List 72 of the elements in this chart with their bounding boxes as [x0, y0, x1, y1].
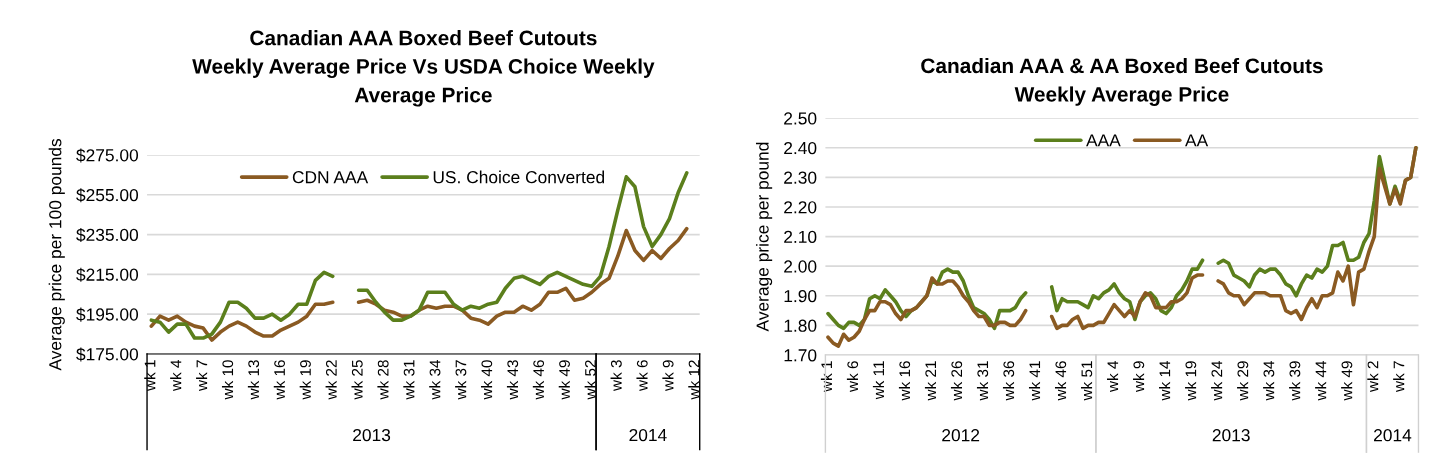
x-tick-label: wk 21 — [924, 361, 936, 401]
x-tick-label: wk 22 — [325, 360, 337, 400]
x-tick-label: wk 1 — [144, 360, 156, 391]
y-axis-title: Average price per 100 pounds — [48, 138, 65, 371]
x-tick-label: wk 10 — [221, 360, 234, 400]
x-tick-label: wk 25 — [351, 360, 363, 400]
x-tick-label: wk 7 — [196, 360, 208, 391]
text: 2014 — [1374, 429, 1412, 442]
legend-label: CDN AAA — [292, 171, 369, 184]
legend-label: AAA — [1086, 134, 1121, 147]
y-axis-title: Average price per pound — [755, 142, 773, 332]
x-tick-label: wk 49 — [1341, 361, 1353, 401]
x-tick-label: wk 19 — [1185, 361, 1197, 401]
x-tick-label: wk 34 — [429, 359, 441, 400]
x-tick-label: wk 2 — [1367, 361, 1379, 392]
y-tick-label: 2.30 — [784, 171, 817, 184]
x-tick-label: wk 41 — [1028, 361, 1041, 401]
x-tick-label: wk 40 — [481, 360, 493, 400]
x-tick-label: wk 14 — [1159, 360, 1171, 401]
x-tick-label: wk 28 — [377, 360, 389, 400]
x-tick-label: wk 37 — [455, 360, 467, 400]
x-tick-label: wk 29 — [1237, 361, 1249, 401]
x-tick-label: wk 4 — [1107, 360, 1119, 392]
x-tick-label: wk 43 — [506, 360, 519, 400]
legend-label: AA — [1185, 134, 1209, 147]
y-tick-label: 2.50 — [784, 112, 817, 125]
y-tick-label: 2.10 — [784, 230, 817, 244]
x-tick-label: wk 46 — [532, 360, 545, 400]
x-tick-label: wk 36 — [1002, 361, 1015, 401]
y-tick-label: $215.00 — [76, 267, 139, 282]
x-tick-label: wk 16 — [898, 361, 911, 401]
legend-label: US. Choice Converted — [433, 170, 605, 184]
y-tick-label: $195.00 — [76, 307, 139, 322]
chart-title: Canadian AAA & AA Boxed Beef Cutouts Weekly Average Price — [921, 57, 1323, 106]
x-tick-label: wk 26 — [950, 361, 963, 401]
x-tick-label: wk 6 — [846, 361, 859, 392]
x-tick-label: wk 31 — [403, 360, 415, 400]
x-tick-label: wk 7 — [1393, 361, 1405, 392]
y-tick-label: $235.00 — [76, 228, 139, 243]
x-tick-label: wk 24 — [1211, 360, 1223, 401]
chart-title: Canadian AAA Boxed Beef Cutouts Weekly Average Price Vs USDA Choice Weekly Average Price — [192, 30, 655, 107]
x-tick-label: wk 16 — [273, 360, 285, 400]
text: 2013 — [353, 428, 391, 442]
y-tick-label: 2.40 — [784, 141, 817, 155]
text: 2012 — [942, 429, 980, 442]
x-tick-label: wk 51 — [1081, 361, 1093, 401]
x-tick-label: wk 44 — [1315, 360, 1327, 401]
x-tick-label: wk 13 — [247, 360, 260, 400]
x-tick-label: wk 4 — [170, 359, 182, 391]
y-tick-label: 1.80 — [784, 319, 817, 332]
y-tick-label: $175.00 — [76, 347, 139, 362]
y-tick-label: 2.00 — [784, 260, 817, 273]
x-tick-label: wk 52 — [584, 360, 596, 400]
x-tick-label: wk 39 — [1289, 361, 1301, 401]
text: 2014 — [629, 428, 667, 442]
y-tick-label: 1.70 — [784, 349, 817, 362]
x-tick-label: wk 9 — [662, 360, 674, 391]
y-tick-label: $275.00 — [76, 148, 139, 163]
y-tick-label: 2.20 — [784, 201, 817, 214]
x-tick-label: wk 6 — [636, 360, 648, 391]
y-tick-label: $255.00 — [76, 188, 139, 203]
x-tick-label: wk 31 — [976, 361, 989, 401]
x-tick-label: wk 12 — [688, 360, 700, 400]
x-tick-label: wk 9 — [1133, 361, 1145, 392]
x-tick-label: wk 46 — [1054, 361, 1067, 401]
y-tick-label: 1.90 — [784, 289, 817, 303]
x-tick-label: wk 49 — [558, 360, 570, 400]
x-tick-label: wk 19 — [299, 360, 311, 400]
x-tick-label: wk 34 — [1263, 360, 1275, 401]
x-tick-label: wk 3 — [610, 360, 622, 391]
x-tick-label: wk 11 — [872, 361, 884, 400]
text: 2013 — [1212, 429, 1250, 442]
